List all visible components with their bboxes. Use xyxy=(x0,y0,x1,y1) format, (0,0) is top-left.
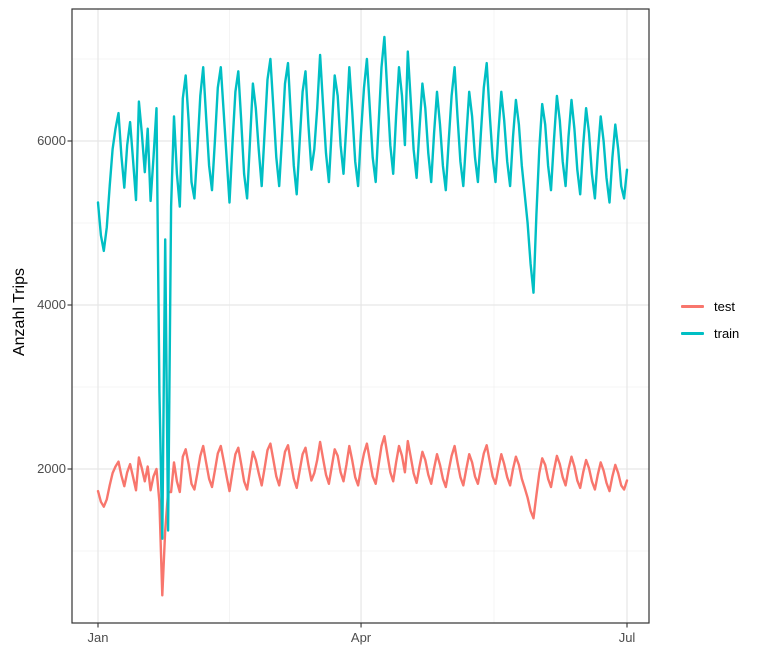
legend: test train xyxy=(681,293,739,347)
legend-key-line-icon xyxy=(681,331,704,336)
x-tick-label: Jul xyxy=(618,630,636,645)
legend-item-test: test xyxy=(681,293,739,320)
legend-item-label: train xyxy=(714,325,740,341)
legend-item-train: train xyxy=(681,320,739,347)
y-tick-label: 4000 xyxy=(37,297,66,312)
series-line-test xyxy=(96,435,629,597)
legend-item-label: test xyxy=(714,298,735,314)
series-line-train xyxy=(96,35,629,540)
y-tick-label: 2000 xyxy=(37,461,66,476)
x-tick-label: Apr xyxy=(350,630,372,645)
y-tick-label: 6000 xyxy=(37,133,66,148)
x-tick-label: Jan xyxy=(87,630,109,645)
legend-key-line-icon xyxy=(681,304,704,309)
